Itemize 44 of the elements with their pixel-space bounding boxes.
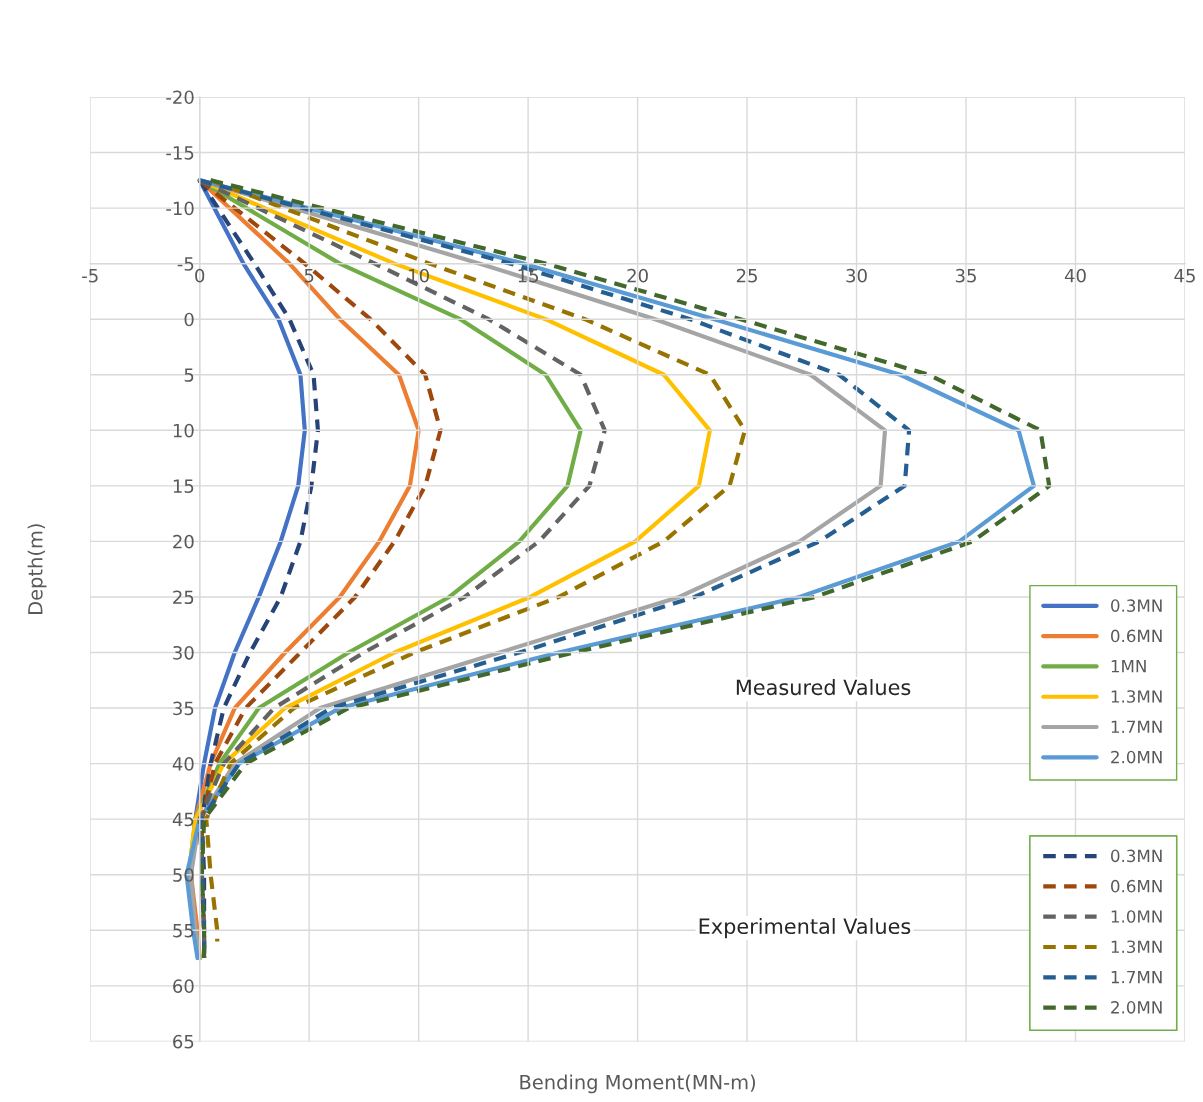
y-tick-label: -5 [177, 257, 194, 271]
x-tick-label: 30 [846, 268, 867, 283]
y-tick-label: 0 [184, 312, 194, 327]
x-tick-label: 0 [195, 268, 205, 283]
x-tick-label: 5 [304, 269, 314, 283]
y-tick-label: -20 [166, 90, 194, 105]
legend-label: 1.7MN [1111, 720, 1162, 733]
x-tick-label: 20 [627, 268, 648, 283]
x-axis-title: Bending Moment(MN-m) [520, 1074, 756, 1094]
y-tick-label: 30 [173, 645, 194, 660]
y-tick-label: -10 [166, 201, 194, 216]
legend-label: 2.0MN [1111, 1001, 1162, 1014]
annotation: Measured Values [736, 679, 911, 696]
y-tick-label: 60 [173, 979, 194, 993]
y-tick-label: 50 [173, 868, 194, 882]
y-tick-label: 65 [173, 1034, 194, 1049]
y-axis-title: Depth(m) [27, 524, 47, 614]
y-tick-label: 15 [173, 479, 194, 493]
legend-label: 2.0MN [1111, 750, 1162, 764]
y-tick-label: 25 [173, 590, 194, 605]
legend-label: 1MN [1111, 660, 1146, 673]
annotation: Experimental Values [699, 917, 911, 939]
legend-label: 1.0MN [1111, 910, 1162, 923]
y-tick-label: 5 [184, 368, 194, 382]
y-tick-label: -15 [166, 146, 194, 160]
x-tick-label: 35 [955, 268, 976, 283]
y-tick-label: 55 [173, 923, 194, 938]
y-tick-label: 10 [173, 423, 194, 438]
legend-label: 0.6MN [1111, 629, 1162, 643]
legend-label: 0.3MN [1111, 849, 1162, 863]
y-tick-label: 45 [172, 812, 194, 827]
x-tick-label: -5 [82, 269, 98, 283]
x-tick-label: 40 [1064, 268, 1086, 283]
x-tick-label: 25 [736, 268, 757, 283]
x-tick-label: 45 [1174, 269, 1195, 283]
legend-label: 0.3MN [1111, 599, 1162, 612]
legend-label: 1.3MN [1111, 940, 1162, 954]
x-tick-label: 15 [518, 269, 539, 283]
legend-label: 1.7MN [1111, 970, 1162, 984]
y-tick-label: 20 [173, 534, 194, 549]
y-tick-label: 40 [172, 757, 194, 771]
legend-label: 1.3MN [1111, 690, 1162, 703]
legend-label: 0.6MN [1111, 879, 1162, 893]
y-tick-label: 35 [173, 701, 194, 716]
